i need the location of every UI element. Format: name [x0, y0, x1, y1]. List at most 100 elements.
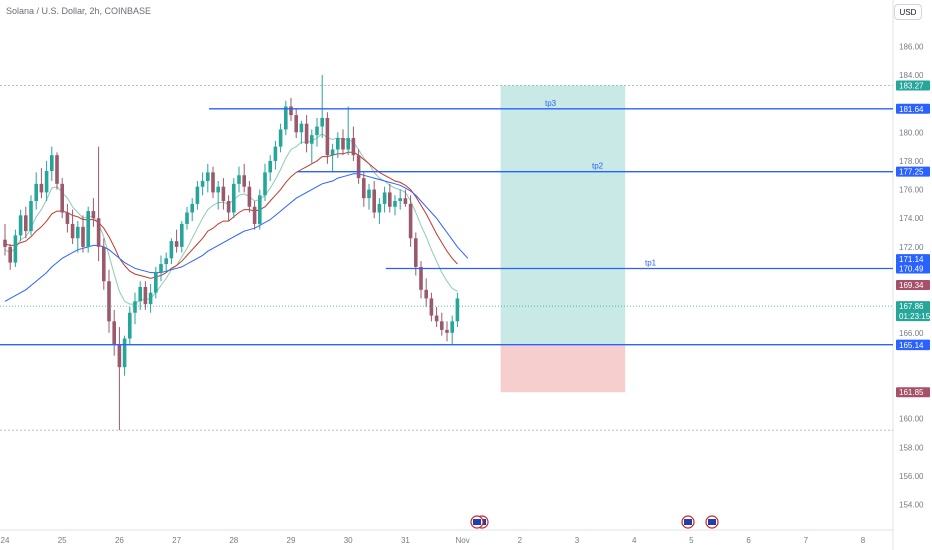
candle-body[interactable]	[138, 286, 142, 302]
candle-body[interactable]	[195, 186, 200, 204]
candle-body[interactable]	[419, 266, 423, 290]
candle-body[interactable]	[351, 138, 356, 156]
candle-body[interactable]	[96, 218, 101, 247]
candle-body[interactable]	[393, 201, 397, 207]
candle-body[interactable]	[13, 235, 18, 263]
event-icon[interactable]	[470, 515, 484, 529]
candle-body[interactable]	[325, 117, 330, 156]
candle-body[interactable]	[226, 201, 231, 213]
candle-body[interactable]	[336, 138, 340, 150]
candle-body[interactable]	[414, 238, 418, 267]
candle-body[interactable]	[278, 129, 283, 147]
candle-body[interactable]	[367, 189, 371, 199]
candle-body[interactable]	[346, 138, 350, 150]
candle-body[interactable]	[434, 315, 439, 322]
candle-body[interactable]	[362, 178, 366, 199]
candle-body[interactable]	[86, 211, 90, 247]
candle-body[interactable]	[91, 211, 96, 219]
candle-body[interactable]	[174, 241, 179, 247]
candle-body[interactable]	[180, 223, 184, 247]
candle-body[interactable]	[122, 338, 127, 368]
price-tag: 169.34	[896, 279, 930, 290]
candle-body[interactable]	[117, 344, 122, 368]
candle-body[interactable]	[190, 203, 194, 213]
candle-body[interactable]	[211, 172, 215, 193]
candle-body[interactable]	[294, 115, 298, 133]
candle-body[interactable]	[310, 135, 314, 144]
candle-body[interactable]	[18, 215, 23, 236]
candle-body[interactable]	[29, 201, 33, 232]
candle-body[interactable]	[55, 155, 59, 184]
candle-body[interactable]	[185, 212, 189, 224]
candle-body[interactable]	[252, 206, 257, 224]
candle-body[interactable]	[403, 198, 408, 204]
price-tag-box	[896, 301, 930, 322]
candle-body[interactable]	[372, 189, 376, 213]
candle-body[interactable]	[440, 321, 444, 330]
candle-body[interactable]	[81, 226, 85, 247]
candle-body[interactable]	[382, 192, 387, 204]
ema-slow-line	[4, 173, 469, 302]
candle-body[interactable]	[164, 258, 168, 265]
candle-body[interactable]	[315, 126, 319, 136]
candle-body[interactable]	[221, 186, 226, 202]
candle-body[interactable]	[169, 241, 174, 259]
candle-body[interactable]	[24, 215, 28, 232]
candle-body[interactable]	[107, 281, 111, 322]
candle-body[interactable]	[424, 289, 428, 299]
candle-body[interactable]	[50, 155, 54, 171]
candle-body[interactable]	[330, 149, 335, 156]
level-label-tp2: tp2	[592, 162, 604, 171]
event-icon[interactable]	[705, 515, 719, 529]
candle-body[interactable]	[39, 183, 44, 193]
stop-zone[interactable]	[500, 344, 626, 393]
candle-body[interactable]	[289, 106, 293, 116]
candle-body[interactable]	[44, 170, 49, 193]
candle-body[interactable]	[112, 321, 116, 345]
candle-body[interactable]	[377, 203, 382, 213]
candle-body[interactable]	[408, 203, 413, 239]
candle-body[interactable]	[70, 223, 75, 239]
candle-body[interactable]	[445, 329, 449, 333]
candle-body[interactable]	[268, 160, 272, 173]
candle-body[interactable]	[8, 246, 12, 263]
currency-button[interactable]: USD	[894, 4, 922, 20]
candle-body[interactable]	[263, 172, 267, 196]
candle-body[interactable]	[304, 123, 309, 144]
candle-body[interactable]	[34, 183, 38, 202]
target-zone[interactable]	[500, 85, 626, 345]
candle-body[interactable]	[159, 264, 163, 273]
candle-body[interactable]	[242, 175, 246, 187]
candle-body[interactable]	[455, 298, 460, 322]
candle-body[interactable]	[341, 138, 345, 150]
candle-body[interactable]	[356, 155, 361, 179]
candle-body[interactable]	[299, 123, 304, 133]
candle-body[interactable]	[148, 292, 153, 305]
price-tag-text: 170.49	[899, 264, 924, 273]
candle-body[interactable]	[60, 183, 64, 213]
candle-body[interactable]	[232, 183, 236, 213]
event-icon[interactable]	[681, 515, 695, 529]
candle-body[interactable]	[320, 117, 324, 127]
candle-body[interactable]	[388, 192, 392, 207]
candle-body[interactable]	[273, 146, 278, 161]
candle-body[interactable]	[200, 180, 205, 187]
candle-body[interactable]	[450, 321, 454, 333]
candle-body[interactable]	[206, 172, 210, 181]
candle-body[interactable]	[398, 198, 402, 202]
candle-body[interactable]	[143, 286, 148, 305]
candle-body[interactable]	[154, 272, 158, 293]
candle-body[interactable]	[128, 312, 132, 339]
candle-body[interactable]	[3, 239, 7, 247]
candle-body[interactable]	[76, 226, 80, 239]
candle-body[interactable]	[237, 175, 241, 184]
candle-body[interactable]	[247, 186, 252, 207]
candle-body[interactable]	[429, 298, 434, 316]
candle-body[interactable]	[102, 246, 106, 282]
candle-body[interactable]	[133, 301, 137, 313]
candle-body[interactable]	[284, 106, 288, 130]
candle-body[interactable]	[258, 195, 262, 224]
candle-body[interactable]	[65, 212, 70, 224]
candle-body[interactable]	[216, 186, 220, 193]
